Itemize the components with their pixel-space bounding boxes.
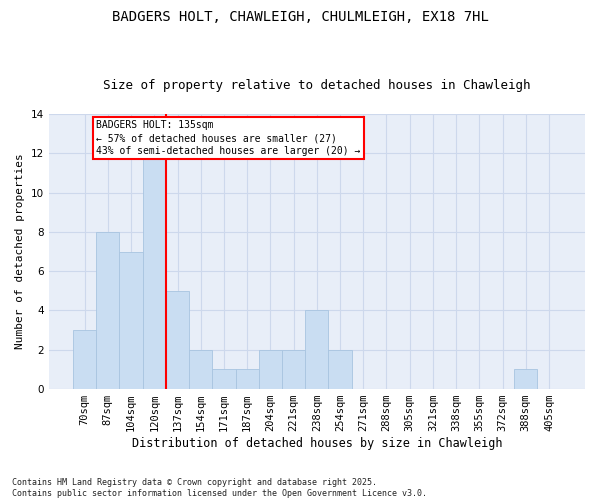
Bar <box>305 310 328 389</box>
Text: BADGERS HOLT, CHAWLEIGH, CHULMLEIGH, EX18 7HL: BADGERS HOLT, CHAWLEIGH, CHULMLEIGH, EX1… <box>112 10 488 24</box>
Bar <box>96 232 119 389</box>
Bar <box>514 370 538 389</box>
Title: Size of property relative to detached houses in Chawleigh: Size of property relative to detached ho… <box>103 79 530 92</box>
Bar <box>212 370 236 389</box>
Bar <box>166 291 189 389</box>
Bar <box>282 350 305 389</box>
Text: Contains HM Land Registry data © Crown copyright and database right 2025.
Contai: Contains HM Land Registry data © Crown c… <box>12 478 427 498</box>
Bar <box>73 330 96 389</box>
Bar <box>328 350 352 389</box>
Y-axis label: Number of detached properties: Number of detached properties <box>15 154 25 350</box>
Text: BADGERS HOLT: 135sqm
← 57% of detached houses are smaller (27)
43% of semi-detac: BADGERS HOLT: 135sqm ← 57% of detached h… <box>96 120 361 156</box>
Bar <box>189 350 212 389</box>
Bar <box>236 370 259 389</box>
Bar <box>259 350 282 389</box>
Bar <box>119 252 143 389</box>
X-axis label: Distribution of detached houses by size in Chawleigh: Distribution of detached houses by size … <box>131 437 502 450</box>
Bar <box>143 154 166 389</box>
